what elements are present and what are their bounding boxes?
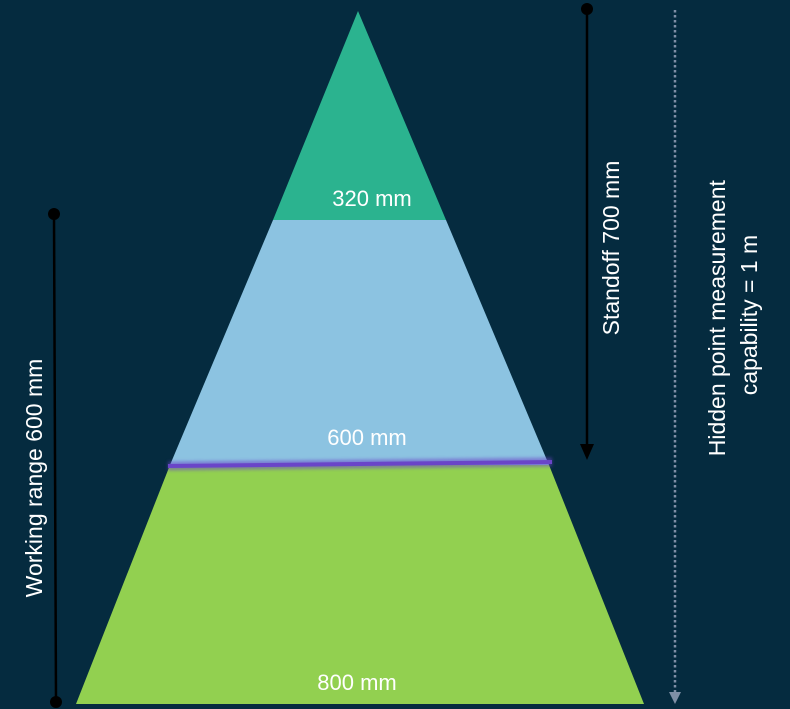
pyramid-top-section	[273, 11, 446, 220]
top-width-label: 320 mm	[332, 186, 411, 211]
working-range-bottom-dot	[50, 696, 62, 708]
hidden-point-dimension-arrow	[669, 10, 681, 704]
standoff-boundary-line	[167, 457, 553, 471]
hidden-point-label: Hidden point measurement capability = 1 …	[704, 174, 762, 457]
hidden-point-label-line2: capability = 1 m	[736, 235, 762, 395]
bottom-width-label: 800 mm	[317, 670, 396, 695]
middle-width-label: 600 mm	[327, 425, 406, 450]
standoff-arrowhead	[580, 444, 594, 460]
hidden-point-arrowhead	[669, 692, 681, 704]
standoff-label: Standoff 700 mm	[598, 161, 624, 336]
hidden-point-label-line1: Hidden point measurement	[704, 180, 730, 457]
working-range-label: Working range 600 mm	[21, 359, 47, 598]
working-range-top-dot	[48, 208, 60, 220]
standoff-dimension-arrow	[580, 3, 594, 460]
pyramid-bottom-section	[76, 465, 644, 704]
working-range-dimension	[48, 208, 62, 708]
pyramid-middle-section	[170, 220, 549, 465]
standoff-top-dot	[581, 3, 593, 15]
